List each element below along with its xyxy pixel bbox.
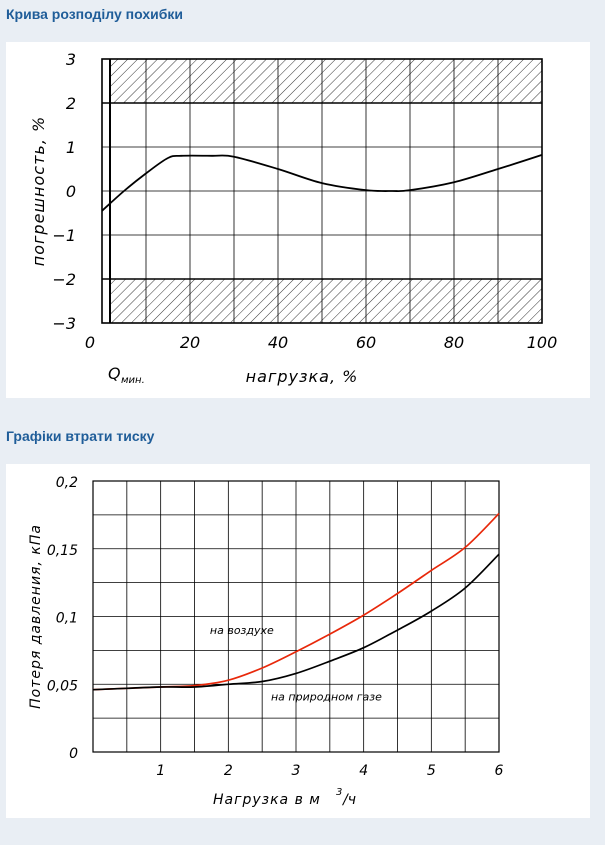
q-min-label: Q: [108, 364, 121, 383]
x-tick-label: 1: [156, 763, 165, 779]
y-tick-label: 3: [66, 50, 76, 69]
x-tick-label: 20: [180, 333, 200, 352]
x-tick-label: 4: [359, 763, 368, 779]
x-tick-label: 5: [427, 763, 436, 779]
x-tick-label: 2: [224, 763, 233, 779]
series-label-gas: на природном газе: [271, 691, 382, 704]
y-tick-label: 0: [69, 746, 78, 762]
x-tick-label: 100: [527, 333, 558, 352]
y-tick-label: 0,05: [47, 678, 78, 694]
x-axis-label: нагрузка, %: [246, 367, 359, 386]
error-curve: [101, 154, 543, 212]
pressure-loss-chart: 0,2 0,15 0,1 0,05 0 1 2 3 4 5 6 Потеря давления, кП…: [28, 475, 504, 808]
y-tick-label: 1: [66, 138, 76, 157]
section-title-pressure: Графіки втрати тиску: [6, 428, 155, 444]
q-min-subscript: мин.: [121, 375, 145, 386]
y-tick-label: −1: [52, 226, 76, 245]
x-tick-label: 60: [356, 333, 376, 352]
section-title-deflection: Крива розподілу похибки: [6, 6, 183, 22]
y-tick-label: 0,1: [56, 611, 78, 627]
pressure-chart-panel: 0,2 0,15 0,1 0,05 0 1 2 3 4 5 6 Потеря давления, кП…: [6, 464, 590, 818]
x-tick-label: 40: [268, 333, 288, 352]
series-label-air: на воздухе: [210, 624, 274, 637]
x-tick-label: 6: [495, 763, 504, 779]
y-tick-label: 0,2: [56, 475, 78, 491]
plot-border: [101, 58, 543, 324]
plot-border: [92, 480, 500, 753]
x-tick-label: 80: [444, 333, 464, 352]
gas-curve: [92, 553, 500, 691]
hatched-zone-1: [110, 279, 542, 323]
y-tick-label: −3: [52, 314, 76, 333]
hatched-zone-0: [110, 59, 542, 103]
y-tick-label: −2: [52, 270, 76, 289]
x-axis-label: Нагрузка в м: [213, 792, 321, 808]
x-axis-label-unit: /ч: [341, 792, 356, 808]
x-tick-label: 0: [85, 333, 95, 352]
y-tick-label: 0,15: [47, 543, 78, 559]
deflection-chart-panel: 3 2 1 0 −1 −2 −3 0 20 40 60 80 100 нагрузка, % погрешн…: [6, 42, 590, 398]
y-tick-label: 0: [66, 182, 76, 201]
x-axis-label-superscript: 3: [336, 787, 342, 798]
y-axis-label: погрешность, %: [29, 116, 48, 266]
y-tick-label: 2: [66, 94, 76, 113]
y-axis-label: Потеря давления, кПа: [28, 524, 44, 709]
deflection-chart: 3 2 1 0 −1 −2 −3 0 20 40 60 80 100 нагрузка, % погрешн…: [29, 50, 558, 386]
x-tick-label: 3: [292, 763, 301, 779]
